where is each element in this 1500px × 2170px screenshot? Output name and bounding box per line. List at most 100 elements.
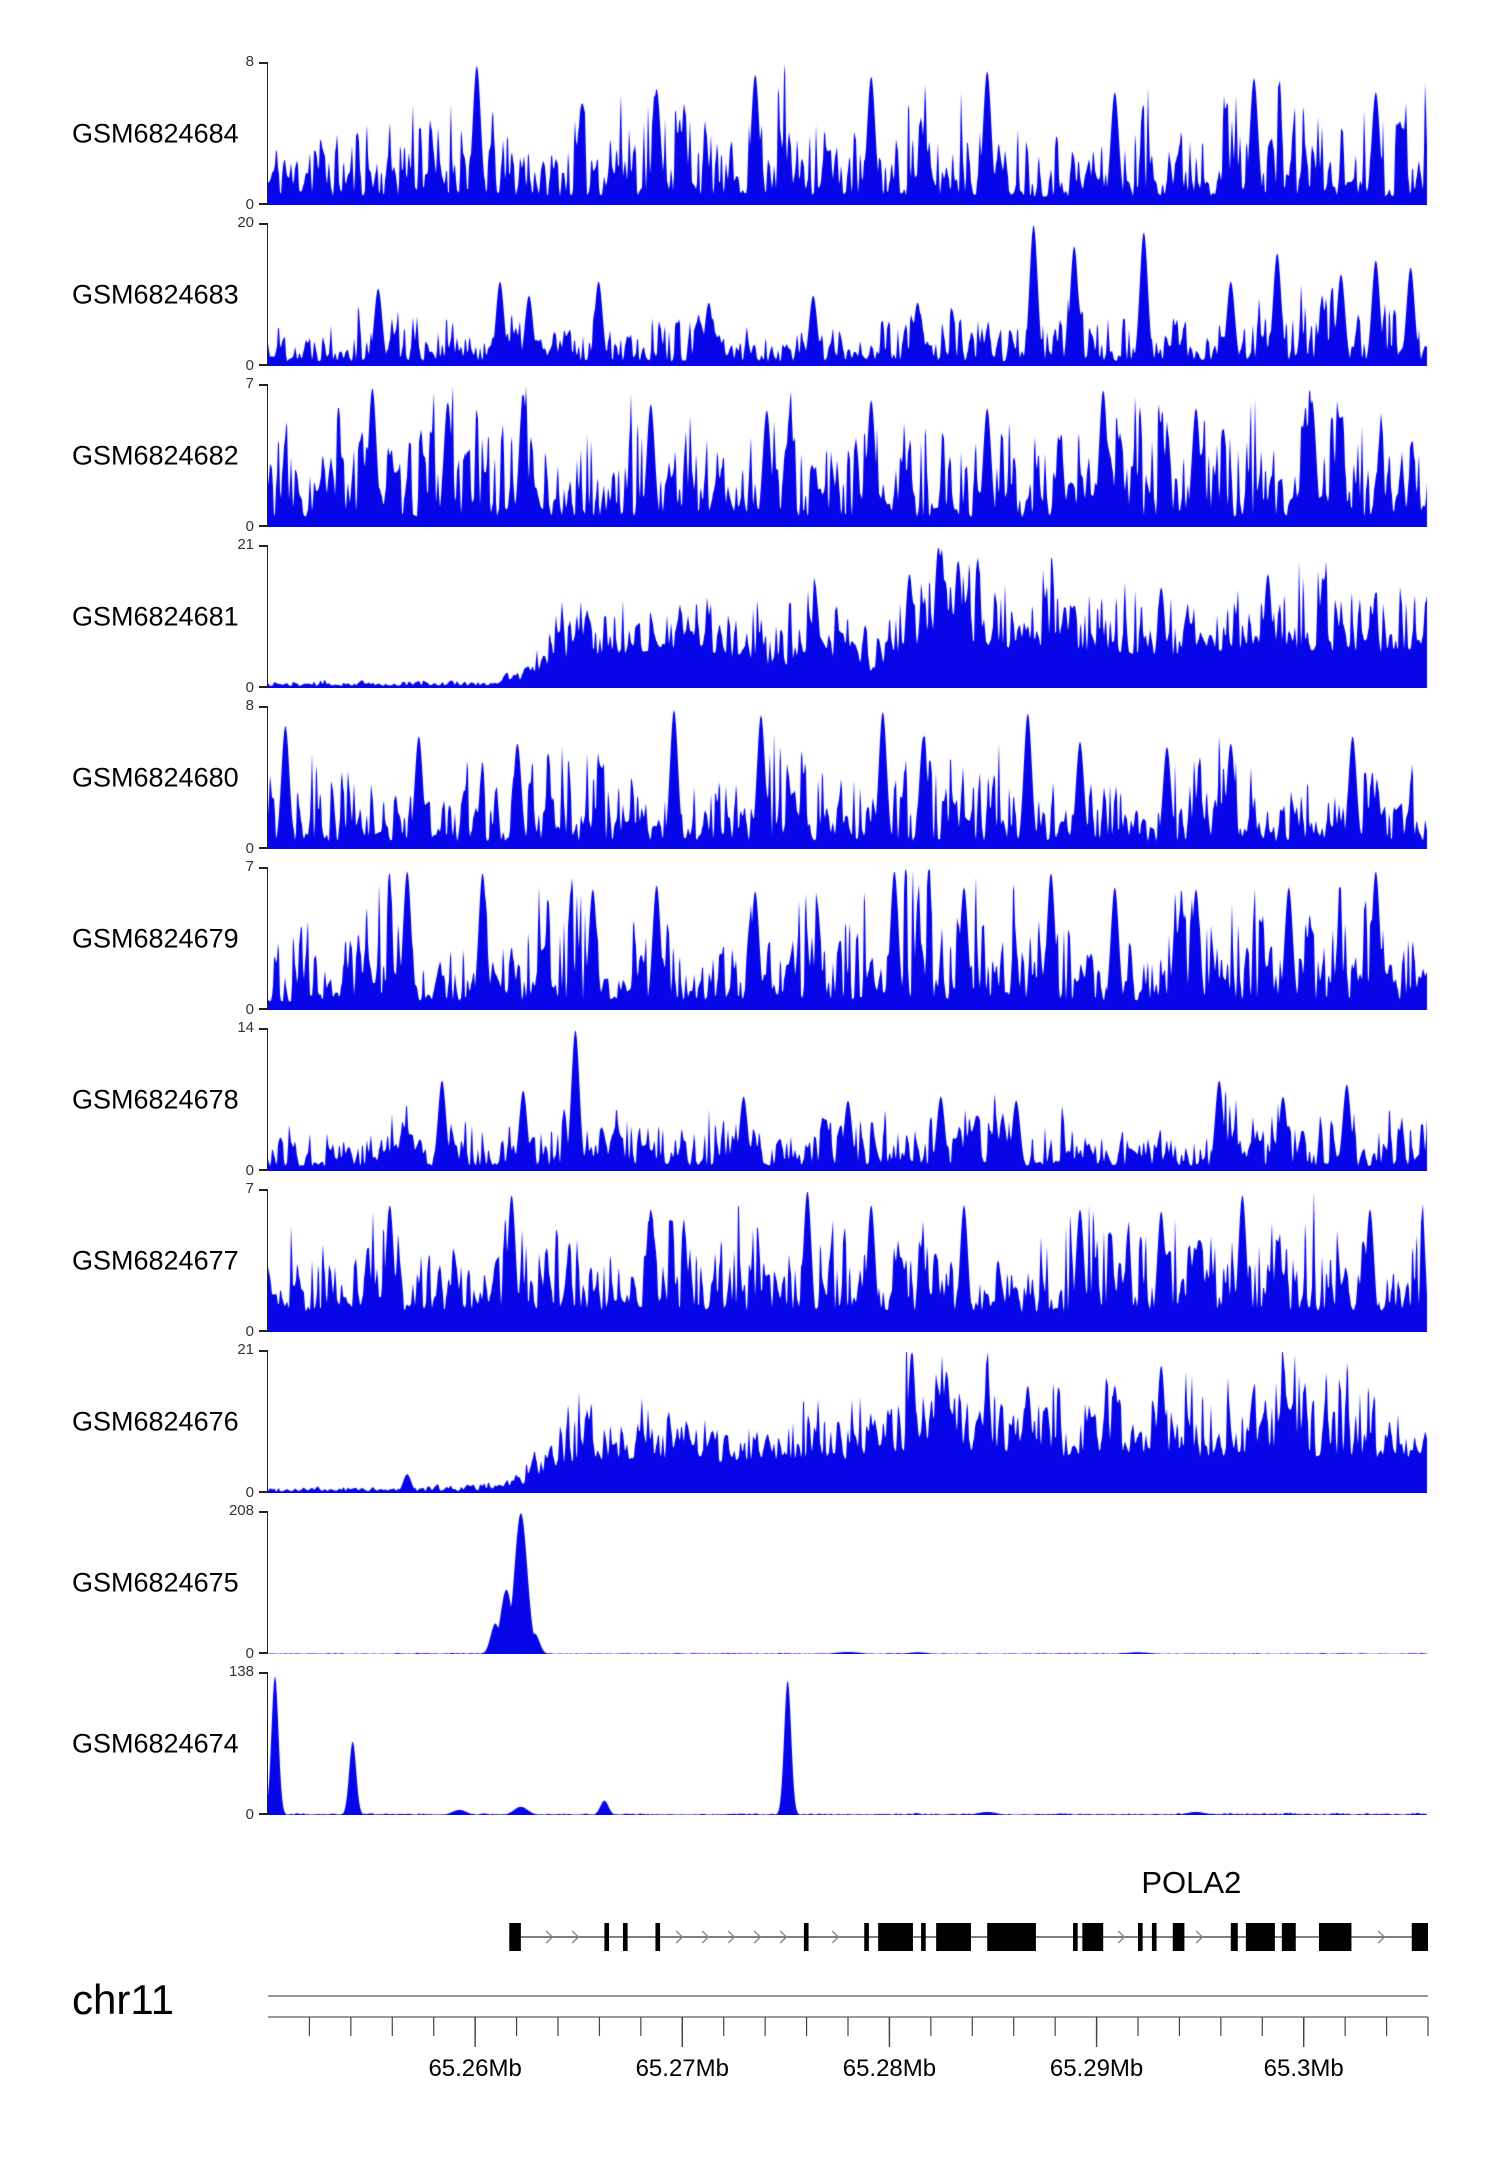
- y-axis-bottom-tick: [259, 203, 268, 205]
- y-axis-top-tick: [259, 1028, 268, 1030]
- y-axis-bottom-tick: [259, 686, 268, 688]
- y-axis-max-label: 21: [237, 1341, 254, 1358]
- y-axis-line: [267, 1189, 268, 1332]
- y-axis-bottom-tick: [259, 847, 268, 849]
- y-axis-bottom-tick: [259, 1008, 268, 1010]
- y-axis-bottom-tick: [259, 1491, 268, 1493]
- y-axis-zero-label: 0: [245, 679, 254, 696]
- track-label: GSM6824678: [72, 1084, 239, 1114]
- track-label: GSM6824680: [72, 762, 239, 792]
- y-axis-max-label: 8: [245, 697, 254, 714]
- y-axis-zero-label: 0: [245, 1323, 254, 1340]
- y-axis-max-label: 7: [245, 1180, 254, 1197]
- axis-coordinate-label: 65.28Mb: [843, 2055, 936, 2082]
- signal-track-row: GSM6824683 20 0: [0, 214, 1500, 374]
- y-axis-max-label: 8: [245, 53, 254, 70]
- axis-coordinate-label: 65.26Mb: [428, 2055, 521, 2082]
- y-axis-max-label: 14: [237, 1019, 254, 1036]
- genome-axis-track: chr11 65.26Mb 65.27Mb 65.28Mb 65.29Mb 65.3Mb: [0, 1976, 1500, 2100]
- signal-track-row: GSM6824681 21 0: [0, 536, 1500, 696]
- signal-track-row: GSM6824677 7 0: [0, 1180, 1500, 1340]
- y-axis-zero-label: 0: [245, 840, 254, 857]
- track-label: GSM6824683: [72, 279, 239, 309]
- coverage-signal: [268, 867, 1428, 1010]
- y-axis-bottom-tick: [259, 525, 268, 527]
- track-label: GSM6824676: [72, 1406, 239, 1436]
- y-axis-line: [267, 1672, 268, 1815]
- coverage-signal: [268, 706, 1428, 849]
- y-axis-top-tick: [259, 545, 268, 547]
- y-axis-top-tick: [259, 384, 268, 386]
- y-axis-line: [267, 1028, 268, 1171]
- y-axis-max-label: 21: [237, 536, 254, 553]
- y-axis-max-label: 7: [245, 375, 254, 392]
- signal-track-row: GSM6824678 14 0: [0, 1019, 1500, 1179]
- y-axis-zero-label: 0: [245, 196, 254, 213]
- y-axis-max-label: 20: [237, 214, 254, 231]
- gene-model-track: POLA2: [0, 1865, 1500, 1975]
- coverage-signal: [268, 545, 1428, 688]
- y-axis-top-tick: [259, 1189, 268, 1191]
- y-axis-line: [267, 1511, 268, 1654]
- y-axis-top-tick: [259, 223, 268, 225]
- y-axis-top-tick: [259, 1350, 268, 1352]
- signal-track-row: GSM6824676 21 0: [0, 1341, 1500, 1501]
- y-axis-bottom-tick: [259, 1169, 268, 1171]
- y-axis-zero-label: 0: [245, 518, 254, 535]
- coverage-signal: [268, 1189, 1428, 1332]
- axis-coordinate-label: 65.29Mb: [1050, 2055, 1143, 2082]
- coverage-signal: [268, 62, 1428, 205]
- y-axis-line: [267, 223, 268, 366]
- track-label: GSM6824674: [72, 1728, 239, 1758]
- y-axis-bottom-tick: [259, 1330, 268, 1332]
- gene-name-label: POLA2: [1141, 1865, 1242, 1900]
- track-label: GSM6824679: [72, 923, 239, 953]
- y-axis-zero-label: 0: [245, 1806, 254, 1823]
- coverage-signal: [268, 1028, 1428, 1171]
- y-axis-zero-label: 0: [245, 357, 254, 374]
- y-axis-bottom-tick: [259, 1813, 268, 1815]
- y-axis-top-tick: [259, 867, 268, 869]
- coverage-signal: [268, 1672, 1428, 1815]
- y-axis-line: [267, 867, 268, 1010]
- y-axis-line: [267, 706, 268, 849]
- signal-track-row: GSM6824680 8 0: [0, 697, 1500, 857]
- chromosome-label: chr11: [72, 1976, 174, 2023]
- y-axis-max-label: 208: [228, 1502, 254, 1519]
- y-axis-top-tick: [259, 1672, 268, 1674]
- signal-track-row: GSM6824675 208 0: [0, 1502, 1500, 1662]
- signal-track-row: GSM6824679 7 0: [0, 858, 1500, 1018]
- y-axis-top-tick: [259, 1511, 268, 1513]
- y-axis-bottom-tick: [259, 364, 268, 366]
- track-label: GSM6824682: [72, 440, 239, 470]
- track-label: GSM6824675: [72, 1567, 239, 1597]
- coverage-signal: [268, 223, 1428, 366]
- y-axis-zero-label: 0: [245, 1001, 254, 1018]
- axis-coordinate-label: 65.3Mb: [1264, 2055, 1344, 2082]
- coverage-signal: [268, 1350, 1428, 1493]
- track-label: GSM6824677: [72, 1245, 239, 1275]
- axis-coordinate-label: 65.27Mb: [636, 2055, 729, 2082]
- y-axis-line: [267, 62, 268, 205]
- gene-structure: [509, 1923, 1428, 1951]
- y-axis-top-tick: [259, 62, 268, 64]
- y-axis-max-label: 138: [228, 1663, 254, 1680]
- y-axis-line: [267, 384, 268, 527]
- signal-track-row: GSM6824682 7 0: [0, 375, 1500, 535]
- y-axis-zero-label: 0: [245, 1162, 254, 1179]
- y-axis-max-label: 7: [245, 858, 254, 875]
- signal-track-row: GSM6824684 8 0: [0, 53, 1500, 213]
- y-axis-line: [267, 545, 268, 688]
- y-axis-zero-label: 0: [245, 1645, 254, 1662]
- y-axis-zero-label: 0: [245, 1484, 254, 1501]
- axis-ruler: 65.26Mb 65.27Mb 65.28Mb 65.29Mb 65.3Mb: [268, 1995, 1429, 2082]
- y-axis-top-tick: [259, 706, 268, 708]
- track-label: GSM6824684: [72, 118, 239, 148]
- signal-track-row: GSM6824674 138 0: [0, 1663, 1500, 1823]
- y-axis-bottom-tick: [259, 1652, 268, 1654]
- coverage-signal: [268, 1511, 1428, 1654]
- track-label: GSM6824681: [72, 601, 239, 631]
- y-axis-line: [267, 1350, 268, 1493]
- coverage-signal: [268, 384, 1428, 527]
